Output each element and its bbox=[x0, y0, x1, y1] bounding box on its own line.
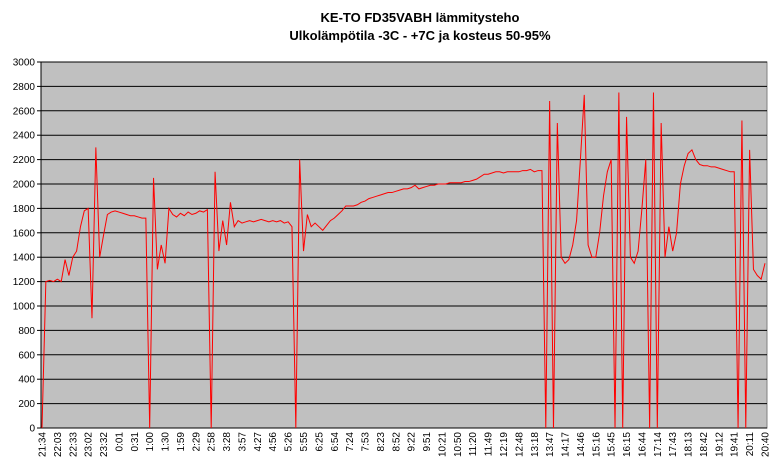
x-tick-label: 14:46 bbox=[576, 432, 587, 457]
x-tick-label: 6:25 bbox=[314, 432, 325, 452]
y-tick-label: 3000 bbox=[13, 58, 36, 69]
chart-subtitle: Ulkolämpötila -3C - +7C ja kosteus 50-95… bbox=[289, 28, 551, 43]
x-tick-label: 13:47 bbox=[545, 432, 556, 457]
y-tick-label: 2000 bbox=[13, 180, 36, 191]
x-tick-label: 8:23 bbox=[376, 432, 387, 452]
x-tick-label: 23:02 bbox=[84, 432, 95, 457]
x-tick-label: 21:34 bbox=[38, 432, 49, 457]
x-tick-label: 9:22 bbox=[407, 432, 418, 452]
x-tick-label: 7:53 bbox=[361, 432, 372, 452]
x-tick-label: 17:43 bbox=[668, 432, 679, 457]
x-tick-label: 4:27 bbox=[253, 432, 264, 452]
y-tick-label: 800 bbox=[18, 326, 35, 337]
x-tick-label: 11:20 bbox=[468, 432, 479, 457]
x-tick-label: 15:45 bbox=[607, 432, 618, 457]
x-tick-label: 12:19 bbox=[499, 432, 510, 457]
x-tick-label: 22:03 bbox=[53, 432, 64, 457]
x-tick-label: 11:49 bbox=[484, 432, 495, 457]
y-tick-label: 2400 bbox=[13, 131, 36, 142]
y-tick-label: 0 bbox=[29, 424, 35, 435]
x-tick-label: 19:41 bbox=[730, 432, 741, 457]
x-tick-label: 8:52 bbox=[391, 432, 402, 452]
x-tick-label: 13:18 bbox=[530, 432, 541, 457]
x-tick-label: 14:17 bbox=[561, 432, 572, 457]
x-tick-label: 1:00 bbox=[145, 432, 156, 452]
y-tick-label: 1200 bbox=[13, 277, 36, 288]
x-tick-label: 0:31 bbox=[130, 432, 141, 452]
x-tick-label: 2:58 bbox=[207, 432, 218, 452]
y-tick-label: 400 bbox=[18, 375, 35, 386]
x-tick-label: 22:33 bbox=[68, 432, 79, 457]
y-tick-label: 1800 bbox=[13, 204, 36, 215]
x-tick-label: 17:14 bbox=[653, 432, 664, 457]
x-tick-label: 18:13 bbox=[684, 432, 695, 457]
x-tick-label: 3:57 bbox=[237, 432, 248, 452]
x-tick-label: 19:12 bbox=[714, 432, 725, 457]
x-tick-label: 5:26 bbox=[284, 432, 295, 452]
x-tick-label: 16:15 bbox=[622, 432, 633, 457]
x-tick-label: 1:30 bbox=[161, 432, 172, 452]
x-tick-label: 4:56 bbox=[268, 432, 279, 452]
x-tick-label: 5:55 bbox=[299, 432, 310, 452]
chart-title: KE-TO FD35VABH lämmitysteho bbox=[321, 10, 520, 25]
y-tick-label: 200 bbox=[18, 399, 35, 410]
y-tick-label: 2600 bbox=[13, 106, 36, 117]
x-tick-label: 0:01 bbox=[114, 432, 125, 452]
x-tick-label: 12:48 bbox=[514, 432, 525, 457]
x-tick-label: 10:50 bbox=[453, 432, 464, 457]
y-tick-label: 2200 bbox=[13, 155, 36, 166]
y-tick-label: 1400 bbox=[13, 253, 36, 264]
y-tick-label: 600 bbox=[18, 350, 35, 361]
x-tick-label: 2:29 bbox=[191, 432, 202, 452]
x-tick-label: 20:40 bbox=[761, 432, 772, 457]
x-tick-label: 23:32 bbox=[99, 432, 110, 457]
x-tick-label: 16:44 bbox=[637, 432, 648, 457]
x-tick-label: 10:21 bbox=[437, 432, 448, 457]
x-tick-label: 15:16 bbox=[591, 432, 602, 457]
x-tick-label: 1:59 bbox=[176, 432, 187, 452]
x-tick-label: 20:11 bbox=[745, 432, 756, 457]
data-line bbox=[41, 92, 766, 429]
y-tick-label: 1600 bbox=[13, 228, 36, 239]
y-tick-label: 2800 bbox=[13, 82, 36, 93]
plot-area bbox=[40, 61, 768, 429]
x-tick-label: 6:54 bbox=[330, 432, 341, 452]
x-tick-label: 9:51 bbox=[422, 432, 433, 452]
x-tick-label: 3:28 bbox=[222, 432, 233, 452]
x-tick-label: 18:42 bbox=[699, 432, 710, 457]
y-tick-label: 1000 bbox=[13, 302, 36, 313]
x-tick-label: 7:24 bbox=[345, 432, 356, 452]
